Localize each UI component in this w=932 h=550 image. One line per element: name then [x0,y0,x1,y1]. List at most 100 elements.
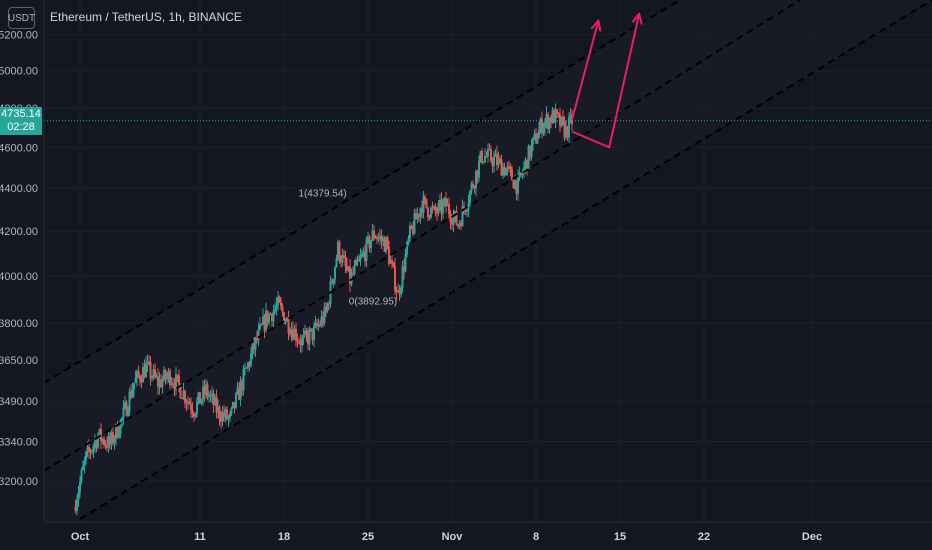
time-tick-label: Nov [442,531,464,543]
candle-body [89,451,92,453]
candle-body [145,363,147,378]
candle-body [364,251,366,262]
channel-line-middle [43,0,801,472]
time-tick-label: 11 [194,531,206,543]
candle-body [338,241,341,261]
price-tick-label: 3490.00 [0,396,38,408]
currency-badge[interactable]: USDT [8,7,35,29]
candle-body [464,209,467,212]
candle-body [347,266,350,271]
candle-body [218,406,221,419]
candle-body [275,305,278,309]
price-axis: 5200.005000.004800.004600.004400.004200.… [0,30,38,488]
candle-body [74,507,77,512]
time-axis-background[interactable] [0,522,932,550]
candle-body [265,310,267,331]
candle-body [100,428,102,442]
fib-annotations: 1(4379.54) 0(3892.95) [298,188,397,307]
candle-body [437,203,440,214]
candle-body [205,384,207,395]
candle-body [256,337,258,341]
candle-body [260,324,263,326]
candle-body [568,117,570,138]
candle-body [520,172,522,175]
candle-body [289,333,291,335]
candle-body [431,207,434,209]
candle-body [322,316,324,324]
candle-body [334,266,336,280]
candle-body [245,367,248,369]
price-tick-label: 4600.00 [0,142,38,154]
time-tick-label: 18 [278,531,290,543]
candle-body [487,149,489,157]
candle-body [109,435,111,444]
candle-body [310,328,312,330]
candle-body [392,262,395,267]
candle-body [394,266,396,291]
candle-body [253,343,255,350]
candle-body [488,149,491,151]
candle-body [212,393,215,406]
candle-body [241,381,243,391]
candle-body [355,259,357,266]
candle-body [376,238,378,240]
candle-body [544,121,546,128]
candle-body [248,362,251,366]
candle-body [239,381,242,400]
candle-body [472,183,474,187]
candle-body [215,396,218,413]
time-tick-label: 15 [614,531,626,543]
candle-body [371,230,374,241]
candle-body [268,313,270,323]
candle-body [566,126,569,138]
candle-body [521,173,524,175]
candle-body [196,401,198,414]
candle-body [287,317,290,334]
candle-body [517,176,519,195]
candle-body [280,302,282,307]
candle-body [406,241,408,255]
candle-body [161,380,164,388]
candle-body [146,361,149,364]
candle-body [176,374,179,376]
candle-body [457,224,459,227]
price-axis-background[interactable] [0,0,44,522]
candle-body [541,118,543,134]
candle-body [379,236,381,238]
candle-body [407,238,410,242]
candle-body [497,158,500,166]
candle-body [419,208,422,217]
candle-body [467,202,470,210]
candle-body [470,183,473,192]
candle-body [206,384,209,397]
candle-body [440,199,443,214]
candle-body [398,290,401,295]
candle-body [304,330,306,335]
candle-body [341,255,344,263]
candle-body [185,402,188,404]
candle-body [358,259,360,262]
candle-body [182,390,185,399]
candle-body [127,411,129,416]
candle-body [359,256,362,260]
candle-body [328,303,330,305]
channel-line-upper [43,0,681,384]
candle-body [469,191,471,203]
candle-body [298,341,300,343]
candle-body [308,329,311,345]
candle-body [356,259,359,262]
candle-body [500,159,503,176]
projection-arrow-path[interactable] [571,20,600,121]
candle-body [320,316,323,326]
candle-body [314,322,317,327]
candle-body [340,260,342,263]
candle-body [442,202,444,214]
candle-body [134,378,137,384]
candle-body [110,432,113,444]
candle-body [482,161,485,163]
candle-body [247,362,249,368]
time-tick-label: 8 [533,531,539,543]
candle-body [466,209,468,212]
projection-arrow-path[interactable] [571,13,641,149]
